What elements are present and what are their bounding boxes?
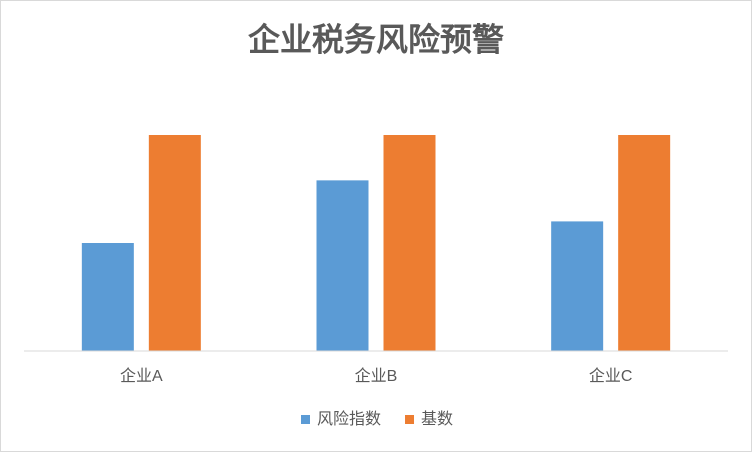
- x-tick-label: 企业A: [120, 367, 163, 385]
- bar: [316, 180, 369, 351]
- legend-swatch: [405, 415, 415, 424]
- x-tick-label: 企业B: [355, 367, 398, 385]
- bar: [383, 135, 436, 351]
- chart-title: 企业税务风险预警: [248, 21, 504, 57]
- bar: [551, 221, 604, 351]
- bar: [148, 135, 201, 351]
- legend-label: 风险指数: [317, 410, 381, 428]
- legend-swatch: [301, 415, 310, 424]
- legend-label: 基数: [421, 410, 453, 428]
- bar: [618, 135, 671, 351]
- x-tick-label: 企业C: [589, 367, 633, 385]
- bar: [81, 243, 134, 351]
